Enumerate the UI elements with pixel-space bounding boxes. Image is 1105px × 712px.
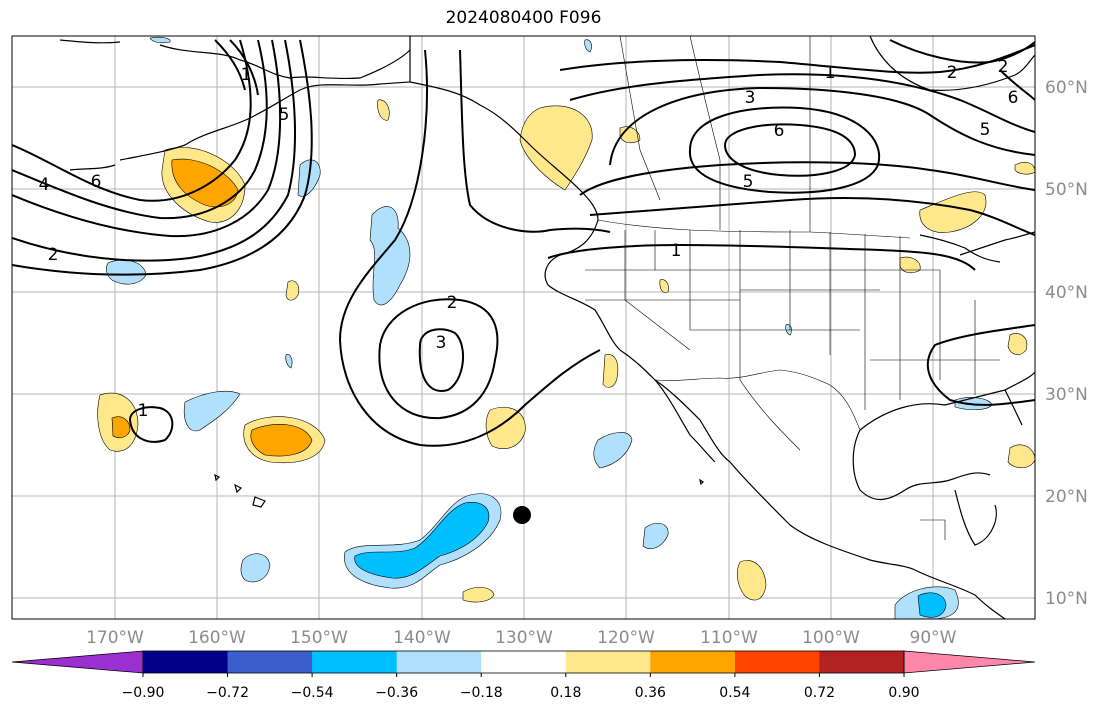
- colorbar-tick-label: 0.72: [804, 685, 835, 701]
- colorbar-tick-label: −0.72: [206, 685, 249, 701]
- lon-label: 110°W: [700, 628, 758, 648]
- lat-label: 30°N: [1045, 385, 1088, 405]
- colorbar: −0.90 −0.72 −0.54 −0.36 −0.18 0.18 0.36 0.54 0.7…: [11, 650, 1036, 701]
- lon-label: 90°W: [910, 628, 957, 648]
- contour-label: 6: [774, 121, 785, 141]
- map-frame: [11, 35, 1036, 620]
- lat-label: 60°N: [1045, 78, 1088, 98]
- contour-lines: [12, 39, 1035, 447]
- lat-label: 20°N: [1045, 487, 1088, 507]
- lat-label: 50°N: [1045, 180, 1088, 200]
- contour-label: 3: [745, 88, 756, 108]
- colorbar-segment: [565, 651, 651, 673]
- lat-label: 10°N: [1045, 589, 1088, 609]
- contour-label: 2: [48, 245, 59, 265]
- colorbar-tick-label: 0.36: [635, 685, 666, 701]
- contour-label: 3: [436, 333, 447, 353]
- contour-label: 1: [671, 241, 682, 261]
- lon-label: 120°W: [597, 628, 655, 648]
- anomaly-shading: [97, 36, 1035, 619]
- colorbar-tick-label: −0.36: [375, 685, 418, 701]
- contour-label: 1: [825, 63, 836, 83]
- colorbar-frame: [142, 650, 905, 674]
- contour-label: 1: [241, 65, 252, 85]
- colorbar-segment: [143, 651, 229, 673]
- lat-label: 40°N: [1045, 283, 1088, 303]
- contour-label: 6: [1008, 88, 1019, 108]
- colorbar-segment: [819, 651, 905, 673]
- colorbar-segment: [227, 651, 313, 673]
- colorbar-tick-label: 0.54: [719, 685, 750, 701]
- longitude-labels: 170°W 160°W 150°W 140°W 130°W 120°W 110°…: [86, 628, 957, 648]
- contour-label: 2: [947, 63, 958, 83]
- contour-label: 1: [138, 401, 149, 421]
- contour-label: 5: [279, 105, 290, 125]
- colorbar-segment: [650, 651, 736, 673]
- colorbar-tick-label: 0.18: [550, 685, 581, 701]
- contour-label: 6: [91, 172, 102, 192]
- colorbar-tick-label: −0.54: [291, 685, 334, 701]
- colorbar-extend-high: [903, 650, 1036, 674]
- lon-label: 140°W: [393, 628, 451, 648]
- storm-center-marker: [513, 506, 531, 524]
- colorbar-tick-label: −0.18: [460, 685, 503, 701]
- contour-labels: 1 2 3 5 6 1 2 3 1 2 4 6 5 5 6 2 1: [39, 57, 1019, 421]
- latitude-labels: 60°N 50°N 40°N 30°N 20°N 10°N: [1045, 78, 1088, 609]
- contour-label: 2: [447, 293, 458, 313]
- colorbar-tick-label: −0.90: [122, 685, 165, 701]
- lon-label: 150°W: [290, 628, 348, 648]
- contour-label: 5: [980, 120, 991, 140]
- colorbar-tick-label: 0.90: [888, 685, 919, 701]
- graticule: [12, 36, 1035, 619]
- colorbar-segment: [734, 651, 820, 673]
- colorbar-segment: [481, 651, 567, 673]
- colorbar-extend-low: [11, 650, 144, 674]
- map-title: 2024080400 F096: [445, 8, 602, 28]
- contour-label: 5: [743, 172, 754, 192]
- contour-label: 2: [998, 57, 1009, 77]
- political-borders: [409, 36, 1000, 540]
- colorbar-segment: [396, 651, 482, 673]
- lon-label: 160°W: [188, 628, 246, 648]
- lon-label: 130°W: [495, 628, 553, 648]
- lon-label: 100°W: [802, 628, 860, 648]
- lon-label: 170°W: [86, 628, 144, 648]
- contour-label: 4: [39, 175, 50, 195]
- colorbar-segment: [312, 651, 398, 673]
